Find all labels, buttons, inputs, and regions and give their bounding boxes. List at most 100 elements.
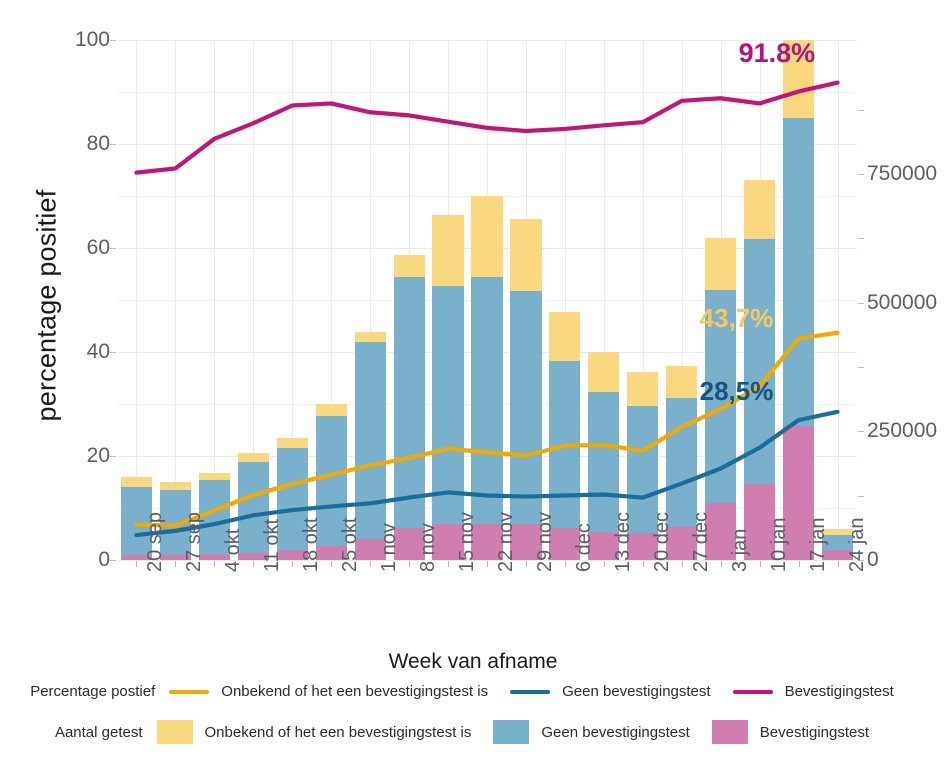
bar-segment [588,352,620,392]
x-axis-tick-mark [409,561,410,567]
bar-column [783,40,815,560]
bar-column [588,40,620,560]
bar-column [315,40,347,560]
chart-annotation: 28,5% [699,376,774,407]
y-axis-right-tick-mark [858,431,864,433]
bar-segment [198,554,230,560]
grid-line-vertical [136,40,137,560]
grid-line-vertical [370,40,371,560]
x-axis-tick-mark [721,561,722,567]
grid-line-vertical [565,40,566,560]
bar-segment [237,461,269,553]
y-axis-right-minor-tick [858,238,864,240]
bar-column [393,40,425,560]
bar-segment [588,532,620,560]
y-axis-right-minor-tick [858,109,864,111]
x-axis-tick-mark [292,561,293,567]
legend-item-label: Geen bevestigingstest [541,723,690,741]
chart-annotation: 43,7% [699,303,774,334]
y-axis-right-minor-tick [858,495,864,497]
bar-segment [120,555,153,560]
bar-segment [666,527,698,560]
legend-color-swatch [493,720,530,744]
bar-column [120,40,153,560]
x-axis-tick-mark [175,561,176,567]
bar-column [471,40,503,560]
bar-segment [120,486,153,556]
x-axis-tick-mark [370,561,371,567]
x-axis-tick-mark [604,561,605,567]
grid-line-vertical [253,40,254,560]
legend-item[interactable]: Onbekend of het een bevestigingstest is [169,683,488,700]
grid-line-vertical [175,40,176,560]
legend-title: Aantal getest [54,723,143,741]
bar-column [627,40,659,560]
bar-column [198,40,230,560]
bar-segment [705,502,737,560]
legend-item[interactable]: Geen bevestigingstest [493,720,690,744]
y-axis-right-tick-mark [858,302,864,304]
y-axis-left-tick-label: 80 [86,132,110,155]
bar-segment [159,555,191,560]
x-axis-tick-label: 24 jan [845,517,868,573]
x-axis-tick-label: 6 dec [572,523,595,572]
bar-segment [432,215,464,286]
y-axis-left-tick-label: 0 [98,548,110,571]
bar-segment [276,437,308,448]
plot-area: 91.8% 43,7% 28,5% [117,38,857,561]
chart-annotation: 91.8% [738,38,816,69]
bar-column [821,40,854,560]
grid-line-vertical [331,40,332,560]
x-axis-tick-label: 20 dec [650,511,673,572]
bar-segment [354,539,386,560]
y-axis-tick-mark [110,560,116,561]
bar-segment [315,546,347,560]
x-axis-tick-label: 15 nov [456,511,479,572]
grid-line-vertical [838,40,839,560]
x-axis-tick-label: 11 okt [261,519,284,572]
x-axis-tick-mark [214,561,215,567]
x-axis-tick-mark [448,561,449,567]
bar-segment [627,371,659,406]
y-axis-right-tick-label: 0 [867,548,879,571]
bar-segment [237,552,269,560]
bar-segment [783,40,815,118]
x-axis-tick-mark [565,561,566,567]
legend-line-marker [732,689,773,694]
legend-item[interactable]: Bevestigingstest [732,683,894,700]
bar-segment [198,480,230,555]
x-axis-tick-label: 27 sep [183,511,206,572]
x-axis-tick-mark [331,561,332,567]
bar-segment [783,118,815,427]
bar-segment [393,277,425,529]
legend-item[interactable]: Bevestigingstest [711,720,870,744]
legend-row-counts: Aantal getest Onbekend of het een bevesti… [0,720,946,744]
x-axis-tick-label: 8 nov [417,523,440,572]
line-series [134,330,840,528]
x-axis-tick-label: 1 nov [378,523,401,572]
y-axis-left-tick-label: 20 [86,444,110,467]
x-axis-tick-mark [682,561,683,567]
y-axis-right-tick-label: 250000 [867,419,938,443]
line-series [134,80,840,175]
bar-segment [471,523,503,560]
y-axis-left-tick-label: 100 [74,28,110,51]
legend-item[interactable]: Onbekend of het een bevestigingstest is [156,720,471,744]
legend-item[interactable]: Geen bevestigingstest [510,683,711,700]
y-axis-right-tick-label: 750000 [867,161,938,185]
bar-segment [159,482,191,490]
bar-segment [276,549,308,560]
x-axis-tick-label: 20 sep [144,511,167,572]
x-axis-tick-mark [643,561,644,567]
line-series [134,409,840,538]
bar-segment [821,535,854,551]
grid-line-vertical [643,40,644,560]
y-axis-tick-mark [110,248,116,249]
x-axis-tick-label: 25 okt [339,517,362,572]
legend-item-label: Bevestigingstest [759,723,870,741]
legend-item-label: Bevestigingstest [784,683,894,700]
legend-color-swatch [156,720,193,744]
x-axis-tick-mark [799,561,800,567]
x-axis-tick-mark [487,561,488,567]
